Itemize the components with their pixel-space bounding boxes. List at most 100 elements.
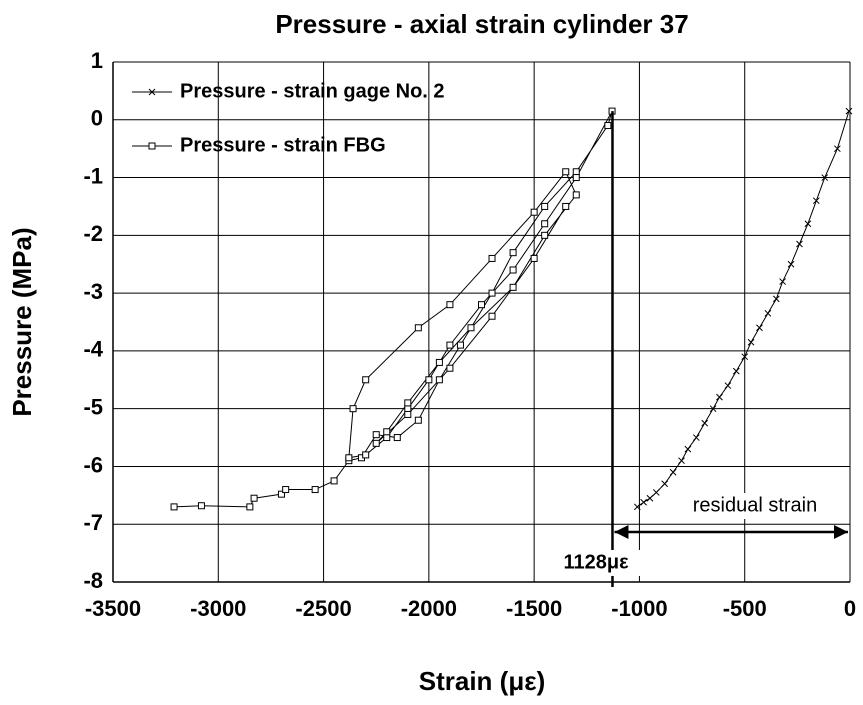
series-line <box>174 110 613 508</box>
point <box>446 341 454 349</box>
x-tick-label: -2000 <box>401 596 457 621</box>
x-tick-label: -3500 <box>85 596 141 621</box>
point <box>383 428 391 436</box>
point <box>345 454 353 462</box>
label-bg <box>665 493 845 519</box>
x-tick-label: -1000 <box>611 596 667 621</box>
point <box>741 353 749 361</box>
point <box>562 202 570 210</box>
point <box>372 431 380 439</box>
point <box>435 358 443 366</box>
point <box>246 503 254 511</box>
point <box>562 168 570 176</box>
point <box>446 364 454 372</box>
y-tick-label: -4 <box>83 337 103 362</box>
x-tick-label: -2500 <box>295 596 351 621</box>
point <box>541 231 549 239</box>
point <box>414 416 422 424</box>
point <box>724 382 732 389</box>
point <box>541 202 549 210</box>
y-axis-label: Pressure (MPa) <box>7 227 37 416</box>
point <box>747 338 755 346</box>
point <box>488 289 496 297</box>
arrow-head <box>834 525 848 539</box>
point <box>684 445 692 453</box>
y-tick-label: -5 <box>83 394 103 419</box>
point <box>669 468 677 476</box>
annotation-label: residual strain <box>693 494 818 516</box>
point <box>633 503 641 511</box>
point <box>779 278 786 285</box>
y-tick-label: 1 <box>91 48 103 73</box>
y-tick-label: -6 <box>83 452 103 477</box>
annotation-value-label: 1128με <box>563 551 629 573</box>
arrow-head <box>614 525 629 539</box>
point <box>488 254 496 262</box>
point <box>678 457 685 465</box>
point <box>604 122 612 130</box>
point <box>530 208 538 216</box>
point <box>467 324 475 332</box>
series-line <box>637 110 850 508</box>
point <box>541 220 549 228</box>
point <box>478 301 485 309</box>
point <box>787 260 795 268</box>
point <box>796 240 803 248</box>
point <box>383 434 391 442</box>
point <box>692 434 700 441</box>
point <box>732 367 740 375</box>
legend-marker <box>148 142 156 150</box>
y-tick-label: -7 <box>83 510 103 535</box>
x-axis-label: Strain (με) <box>419 666 545 696</box>
point <box>414 324 422 332</box>
point <box>404 410 412 418</box>
point <box>764 309 772 317</box>
y-tick-label: 0 <box>91 106 103 131</box>
legend-marker <box>148 88 156 96</box>
y-tick-label: -3 <box>83 279 103 304</box>
point <box>640 498 647 506</box>
point <box>311 486 319 494</box>
point <box>435 376 443 384</box>
point <box>509 283 517 291</box>
label-bg <box>548 550 644 576</box>
x-tick-label: 0 <box>844 596 856 621</box>
point <box>646 494 654 502</box>
point <box>456 341 464 349</box>
point <box>709 405 717 413</box>
point <box>661 480 669 488</box>
point <box>282 486 290 494</box>
point <box>756 324 763 332</box>
x-tick-label: -500 <box>723 596 767 621</box>
y-tick-label: -8 <box>83 568 103 593</box>
point <box>404 399 412 407</box>
point <box>716 393 723 401</box>
point <box>772 295 780 303</box>
x-tick-label: -1500 <box>506 596 562 621</box>
point <box>701 419 709 427</box>
legend-label: Pressure - strain gage No. 2 <box>180 80 445 102</box>
legend-label: Pressure - strain FBG <box>180 134 386 156</box>
point <box>488 312 496 320</box>
point <box>812 197 820 205</box>
point <box>197 502 205 510</box>
x-tick-label: -3000 <box>190 596 246 621</box>
point <box>277 490 285 498</box>
point <box>572 174 580 182</box>
point <box>821 174 829 181</box>
point <box>170 503 178 511</box>
point <box>530 254 538 262</box>
point <box>250 494 258 502</box>
point <box>652 489 660 496</box>
point <box>330 477 338 485</box>
point <box>446 301 454 309</box>
point <box>362 376 370 384</box>
point <box>404 405 412 413</box>
point <box>393 434 401 442</box>
y-tick-label: -2 <box>83 221 103 246</box>
point <box>572 191 580 199</box>
point <box>509 266 517 274</box>
point <box>834 145 841 153</box>
point <box>362 451 370 459</box>
